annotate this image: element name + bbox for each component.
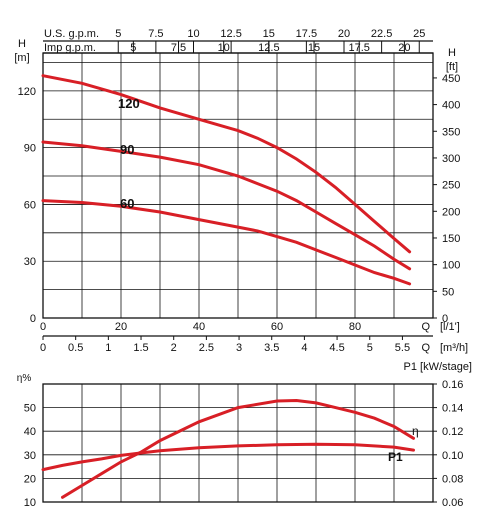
head-curve-90: [41, 140, 412, 271]
p1-tick-label: 0.08: [442, 473, 463, 485]
power-curve-label: P1: [388, 450, 403, 464]
us-gpm-tick-label: 22.5: [371, 28, 392, 40]
lpm-tick-label: 40: [193, 321, 205, 333]
p1-tick-label: 0.14: [442, 403, 463, 415]
head-left-axis-unit: [m]: [14, 52, 29, 64]
labels-layer: U.S. g.p.m.Imp g.p.m.5 7.5 10 12.5 15 17.5 20 2…: [14, 28, 472, 509]
m3h-axis-unit: [m³/h]: [440, 342, 468, 354]
lpm-tick-label: 60: [271, 321, 283, 333]
head-curve-120: [41, 74, 412, 254]
us-gpm-tick-label: 7.5: [148, 28, 163, 40]
m3h-tick-label: 4.5: [329, 342, 344, 354]
us-gpm-tick-label: 20: [338, 28, 350, 40]
axes-layer: [42, 40, 437, 503]
head-ft-tick-label: 250: [442, 180, 460, 192]
head-ft-tick-label: 300: [442, 153, 460, 165]
p1-tick-label: 0.06: [442, 497, 463, 509]
head-m-tick-label: 30: [24, 256, 36, 268]
m3h-tick-label: 1: [105, 342, 111, 354]
lpm-tick-label: 20: [115, 321, 127, 333]
lpm-tick-label: 0: [40, 321, 46, 333]
head-ft-tick-label: 450: [442, 73, 460, 85]
head-m-tick-label: 0: [30, 313, 36, 325]
p1-tick-label: 0.12: [442, 426, 463, 438]
us-gpm-tick-label: 10: [187, 28, 199, 40]
imp-gpm-tick-label: 5: [130, 42, 136, 54]
head-ft-tick-label: 200: [442, 206, 460, 218]
head-curve-label-120: 120: [118, 96, 140, 111]
head-right-axis-unit: [ft]: [446, 61, 458, 73]
curves-layer: [41, 74, 415, 499]
us-gpm-tick-label: 17.5: [296, 28, 317, 40]
head-m-tick-label: 90: [24, 143, 36, 155]
eff-pct-tick-label: 10: [24, 497, 36, 509]
m3h-tick-label: 3.5: [264, 342, 279, 354]
efficiency-curve-label: η: [412, 424, 419, 438]
m3h-tick-label: 5.5: [395, 342, 410, 354]
power-curve: [41, 442, 415, 472]
m3h-tick-label: 2.5: [199, 342, 214, 354]
m3h-tick-label: 0.5: [68, 342, 83, 354]
eff-pct-tick-label: 20: [24, 473, 36, 485]
lpm-tick-label: 80: [349, 321, 361, 333]
m3h-axis-title: Q: [421, 342, 430, 354]
m3h-tick-label: 1.5: [133, 342, 148, 354]
head-ft-tick-label: 400: [442, 100, 460, 112]
eff-left-axis-title: η%: [17, 373, 32, 384]
head-ft-tick-label: 150: [442, 233, 460, 245]
head-ft-tick-label: 100: [442, 260, 460, 272]
head-curve-60: [41, 199, 412, 286]
us-gpm-tick-label: 15: [263, 28, 275, 40]
imp-gpm-tick-label: 7.5: [171, 42, 186, 54]
imp-gpm-tick-label: 10: [218, 42, 230, 54]
lpm-axis-title: Q: [421, 321, 430, 333]
m3h-tick-label: 5: [367, 342, 373, 354]
eff-plot-frame: [42, 383, 434, 503]
us-gpm-axis-title: U.S. g.p.m.: [44, 28, 99, 40]
p1-tick-label: 0.16: [442, 379, 463, 391]
head-ft-tick-label: 350: [442, 126, 460, 138]
us-gpm-tick-label: 25: [413, 28, 425, 40]
head-ft-tick-label: 50: [442, 286, 454, 298]
head-curve-label-90: 90: [120, 142, 134, 157]
us-gpm-tick-label: 12.5: [220, 28, 241, 40]
eff-right-axis-title: P1 [kW/stage]: [404, 361, 472, 373]
m3h-tick-label: 0: [40, 342, 46, 354]
head-m-tick-label: 120: [18, 86, 36, 98]
us-gpm-tick-label: 5: [115, 28, 121, 40]
imp-gpm-tick-label: 20: [398, 42, 410, 54]
head-curve-label-60: 60: [120, 196, 134, 211]
m3h-tick-label: 2: [171, 342, 177, 354]
head-right-axis-title: H: [448, 47, 456, 59]
head-ft-tick-label: 0: [442, 313, 448, 325]
imp-gpm-tick-label: 17.5: [349, 42, 370, 54]
imp-gpm-tick-label: 12.5: [258, 42, 279, 54]
head-left-axis-title: H: [18, 38, 26, 50]
eff-pct-tick-label: 40: [24, 426, 36, 438]
p1-tick-label: 0.10: [442, 450, 463, 462]
m3h-tick-label: 4: [301, 342, 307, 354]
eff-pct-tick-label: 30: [24, 450, 36, 462]
head-m-tick-label: 60: [24, 199, 36, 211]
imp-gpm-axis-title: Imp g.p.m.: [44, 42, 96, 54]
head-plot-frame: [42, 52, 434, 319]
lpm-axis-unit: [l/1']: [440, 321, 460, 333]
imp-gpm-tick-label: 15: [308, 42, 320, 54]
m3h-tick-label: 3: [236, 342, 242, 354]
efficiency-curve: [61, 398, 415, 499]
eff-pct-tick-label: 50: [24, 403, 36, 415]
grid-layer: [43, 53, 433, 502]
